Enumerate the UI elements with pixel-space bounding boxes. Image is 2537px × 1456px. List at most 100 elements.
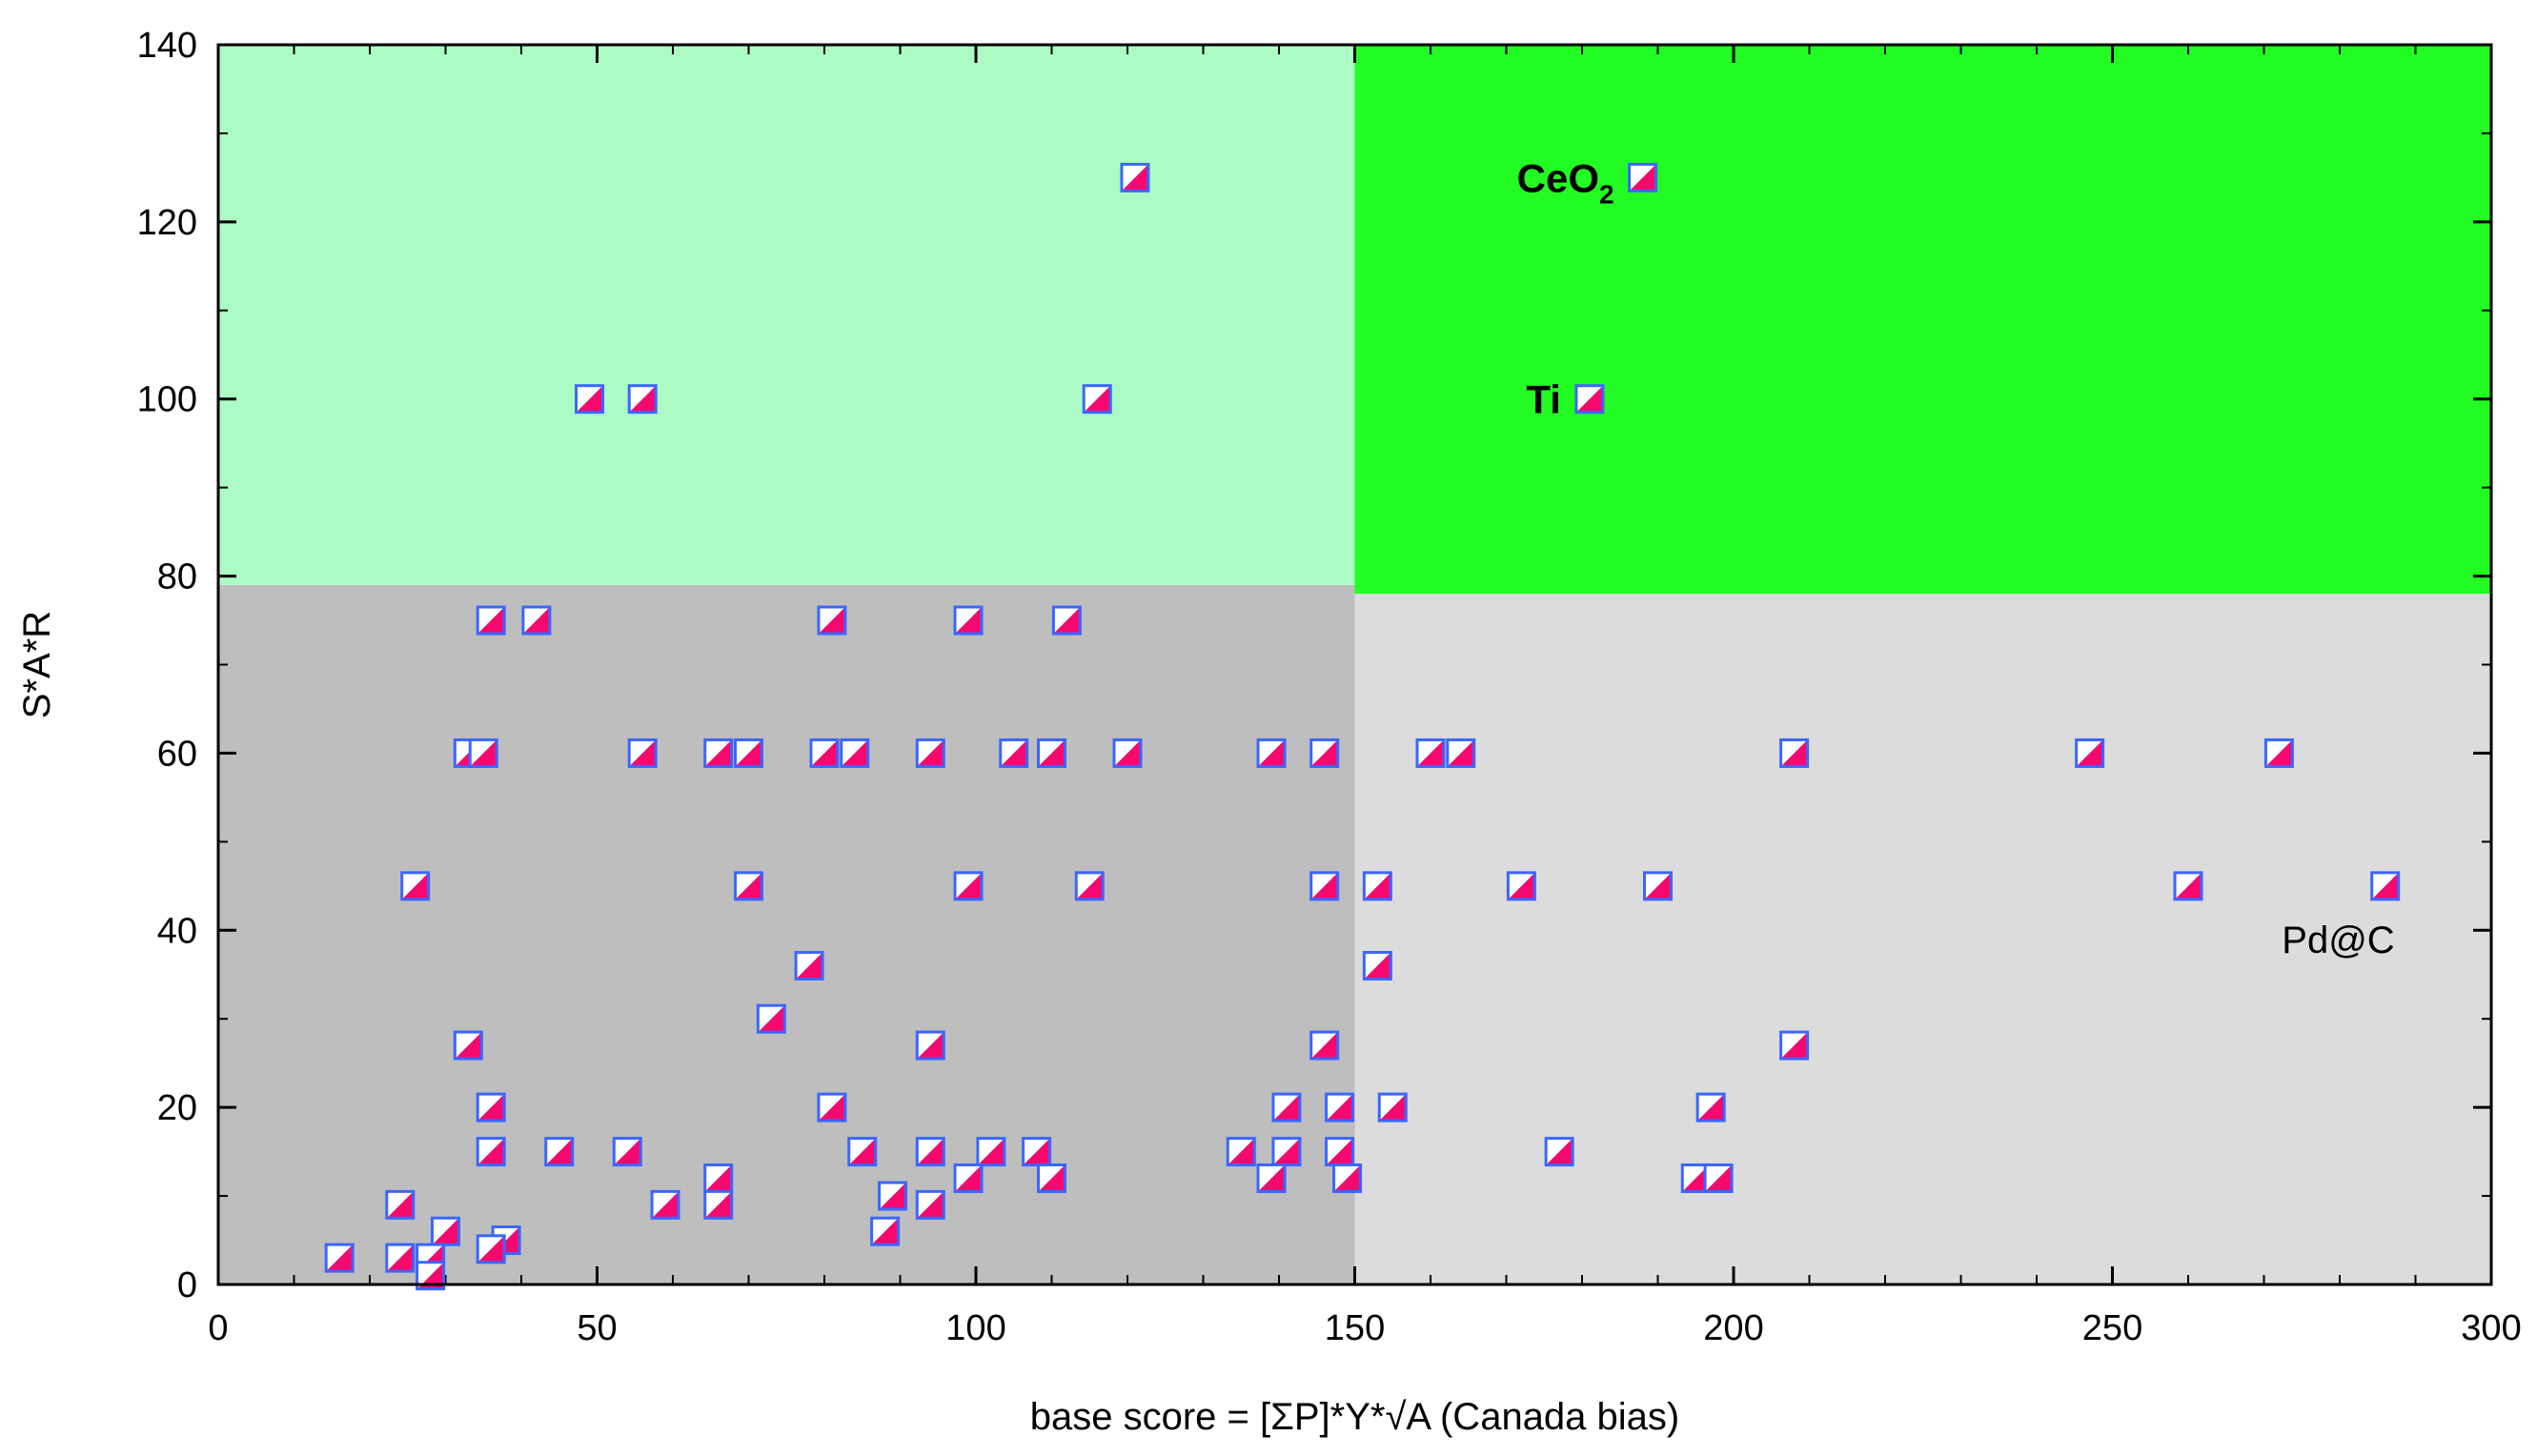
data-point bbox=[840, 738, 870, 768]
data-point bbox=[915, 1189, 945, 1220]
y-tick-label: 60 bbox=[157, 734, 197, 774]
y-tick-label: 20 bbox=[157, 1088, 197, 1128]
data-point bbox=[734, 738, 763, 768]
data-point bbox=[756, 1003, 786, 1034]
data-point bbox=[544, 1137, 575, 1167]
data-point bbox=[1362, 871, 1392, 901]
y-tick-label: 140 bbox=[137, 26, 197, 66]
data-point bbox=[953, 1163, 984, 1193]
region-0 bbox=[218, 584, 1355, 1284]
data-point bbox=[1112, 738, 1143, 768]
data-point bbox=[703, 1163, 734, 1193]
data-point bbox=[650, 1189, 680, 1220]
data-point bbox=[1074, 871, 1105, 901]
data-point bbox=[2370, 871, 2401, 901]
data-point bbox=[385, 1189, 416, 1220]
y-tick-label: 120 bbox=[137, 203, 197, 243]
data-point bbox=[1325, 1137, 1355, 1167]
x-tick-label: 0 bbox=[208, 1308, 228, 1348]
data-point bbox=[1082, 384, 1112, 415]
data-point bbox=[1703, 1163, 1734, 1193]
data-point bbox=[809, 738, 840, 768]
data-point bbox=[1037, 738, 1066, 768]
data-points bbox=[324, 162, 2401, 1291]
data-point bbox=[385, 1243, 416, 1273]
data-point bbox=[1309, 871, 1340, 901]
plot-frame bbox=[216, 43, 2493, 1286]
y-tick-label: 0 bbox=[177, 1265, 197, 1305]
data-point bbox=[817, 605, 847, 636]
data-point bbox=[915, 1030, 945, 1061]
x-tick-label: 100 bbox=[945, 1308, 1005, 1348]
x-tick-label: 200 bbox=[1703, 1308, 1763, 1348]
data-point bbox=[1120, 162, 1150, 192]
data-point bbox=[1643, 871, 1673, 901]
data-point bbox=[627, 738, 658, 768]
data-point bbox=[847, 1137, 878, 1167]
data-point bbox=[1446, 738, 1476, 768]
data-point bbox=[468, 738, 498, 768]
x-axis-label: base score = [ΣP]*Y*√A (Canada bias) bbox=[1030, 1396, 1679, 1438]
data-point bbox=[1779, 1030, 1810, 1061]
data-point bbox=[734, 871, 763, 901]
data-point bbox=[324, 1243, 355, 1273]
data-point bbox=[627, 384, 658, 415]
x-tick-label: 300 bbox=[2461, 1308, 2521, 1348]
data-point bbox=[1256, 1163, 1287, 1193]
data-point bbox=[976, 1137, 1006, 1167]
data-point bbox=[431, 1216, 460, 1246]
x-tick-label: 50 bbox=[577, 1308, 617, 1348]
data-point bbox=[476, 605, 506, 636]
region-2 bbox=[218, 45, 1355, 585]
region-3 bbox=[1354, 45, 2491, 595]
data-point bbox=[999, 738, 1029, 768]
data-point bbox=[612, 1137, 642, 1167]
y-axis-label: S*A*R bbox=[16, 611, 58, 718]
data-point bbox=[521, 605, 552, 636]
data-point bbox=[1309, 1030, 1340, 1061]
data-point bbox=[1022, 1137, 1052, 1167]
data-point bbox=[575, 384, 605, 415]
data-point bbox=[1271, 1137, 1302, 1167]
data-point bbox=[1325, 1092, 1355, 1122]
data-point bbox=[1332, 1163, 1363, 1193]
data-point bbox=[1574, 384, 1605, 415]
data-point bbox=[476, 1234, 506, 1264]
data-point bbox=[1309, 738, 1340, 768]
data-point bbox=[915, 1137, 945, 1167]
data-point bbox=[703, 1189, 734, 1220]
data-point bbox=[1377, 1092, 1408, 1122]
annotation-label: Ti bbox=[1526, 377, 1561, 422]
tick-labels: 0 50 100 150 200 250 300 0 20 40 60 80 100 120 140 bbox=[137, 26, 2522, 1348]
data-point bbox=[476, 1137, 506, 1167]
y-tick-label: 40 bbox=[157, 911, 197, 951]
data-point bbox=[476, 1092, 506, 1122]
data-point bbox=[2075, 738, 2105, 768]
background-regions bbox=[218, 45, 2491, 1284]
data-point bbox=[1256, 738, 1287, 768]
data-point bbox=[953, 605, 984, 636]
data-point bbox=[1544, 1137, 1574, 1167]
data-point bbox=[400, 871, 431, 901]
x-tick-label: 250 bbox=[2082, 1308, 2142, 1348]
data-point bbox=[794, 950, 824, 981]
data-point bbox=[1362, 950, 1392, 981]
data-point bbox=[1695, 1092, 1726, 1122]
data-point bbox=[1271, 1092, 1302, 1122]
data-point bbox=[2173, 871, 2203, 901]
data-point bbox=[870, 1216, 901, 1246]
data-point bbox=[703, 738, 734, 768]
annotation-label: CeO2 bbox=[1517, 155, 1614, 209]
region-1 bbox=[1354, 594, 2491, 1284]
data-point bbox=[817, 1092, 847, 1122]
data-point bbox=[878, 1181, 908, 1211]
data-point bbox=[1779, 738, 1810, 768]
data-point bbox=[2263, 738, 2294, 768]
data-point bbox=[1628, 162, 1658, 192]
data-point bbox=[453, 1030, 483, 1061]
data-point bbox=[1051, 605, 1082, 636]
data-point bbox=[953, 871, 984, 901]
y-tick-label: 100 bbox=[137, 380, 197, 420]
data-point bbox=[1226, 1137, 1256, 1167]
data-point bbox=[1506, 871, 1536, 901]
